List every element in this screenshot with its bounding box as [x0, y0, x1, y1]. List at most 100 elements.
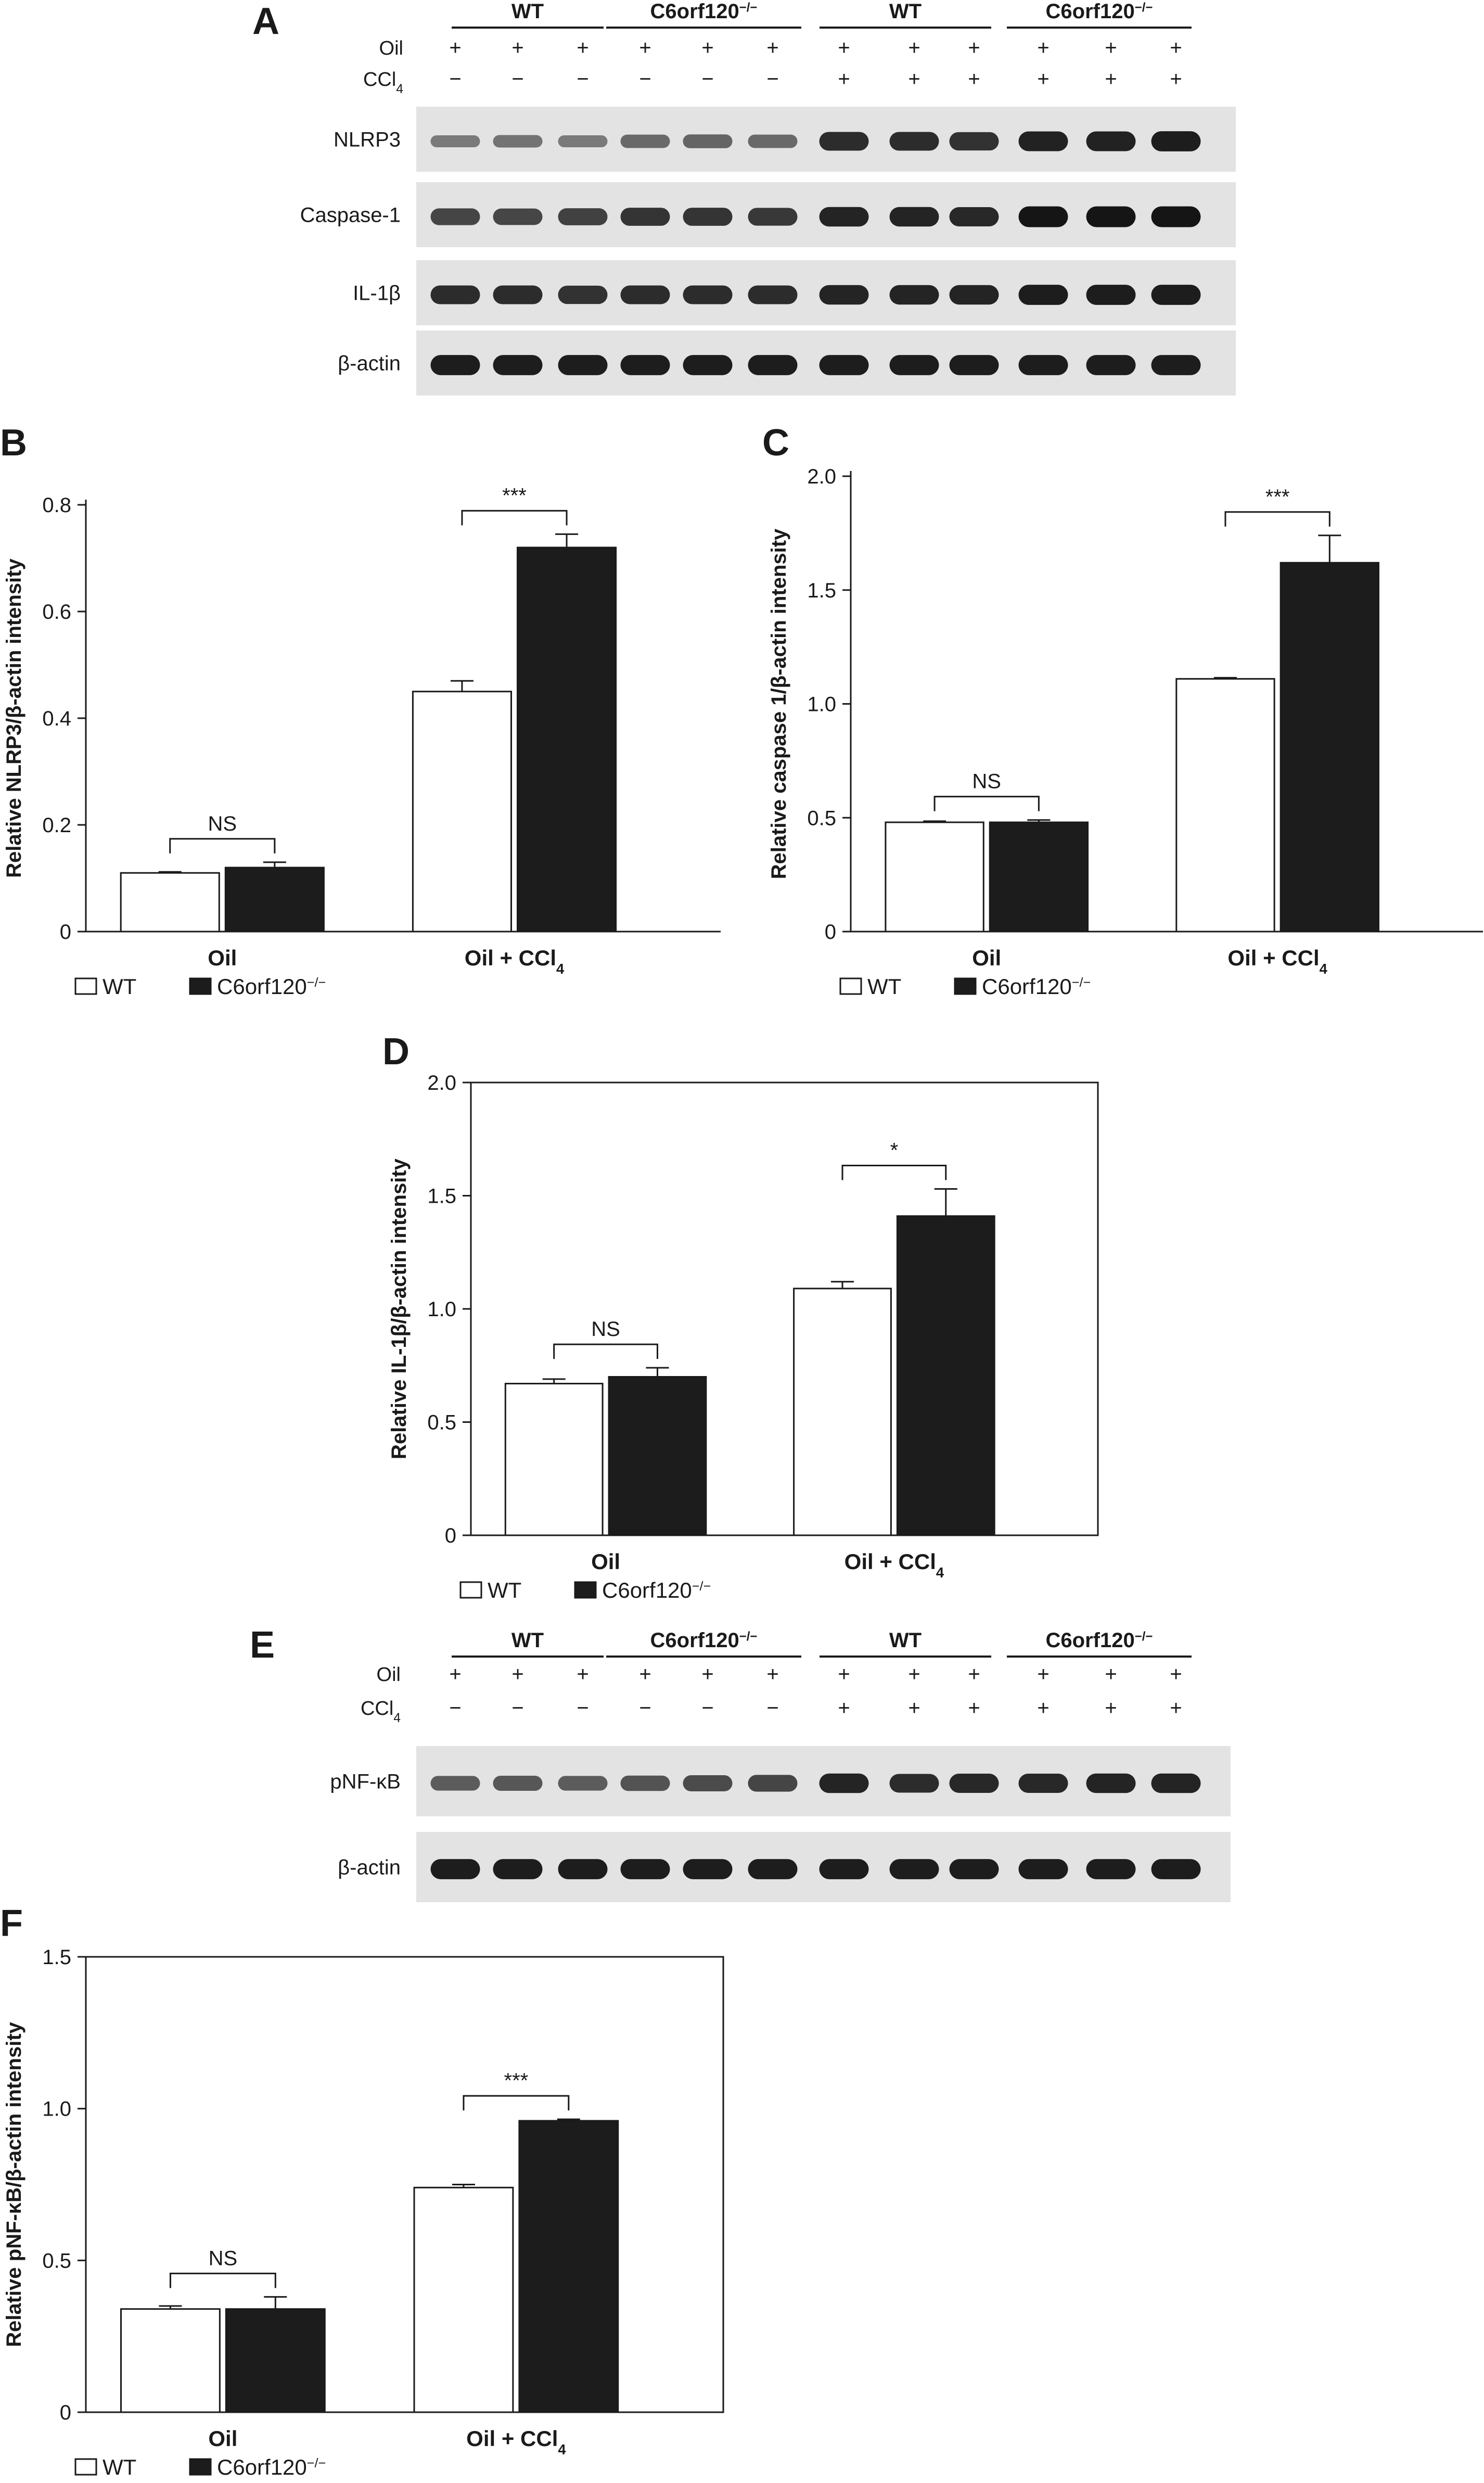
- oil-sign: +: [449, 1663, 461, 1686]
- blot-band: [493, 208, 543, 225]
- group-header: C6orf120−/−: [650, 0, 758, 23]
- blot-band: [1018, 206, 1068, 227]
- blot-label: β-actin: [338, 1856, 401, 1879]
- oil-sign: +: [1170, 1663, 1182, 1686]
- significance-bracket: [169, 838, 276, 854]
- legend-label-wt: WT: [867, 974, 901, 999]
- bar: [225, 2308, 326, 2413]
- blot-band: [748, 355, 798, 375]
- bar: [896, 1215, 995, 1536]
- y-tick-label: 0.4: [42, 707, 71, 730]
- ccl4-sign: −: [511, 1697, 523, 1720]
- bar: [608, 1376, 707, 1536]
- blot-band: [1151, 1773, 1201, 1793]
- y-tick-label: 1.5: [807, 579, 836, 602]
- blot-band: [1086, 285, 1136, 305]
- panel-letter: C: [762, 422, 789, 464]
- y-tick-label: 1.5: [42, 1946, 71, 1969]
- significance-bracket: [841, 1164, 947, 1180]
- blot-band: [493, 355, 543, 375]
- y-tick-label: 0: [445, 1524, 456, 1547]
- y-axis-label: Relative IL-1β/β-actin intensity: [388, 1158, 411, 1459]
- significance-label: NS: [591, 1318, 620, 1341]
- ccl4-sign: +: [838, 68, 850, 91]
- x-category-label: Oil: [972, 946, 1001, 970]
- significance-label: NS: [972, 770, 1001, 793]
- row-label-oil: Oil: [377, 1664, 401, 1686]
- blot-band: [1086, 206, 1136, 227]
- oil-sign: +: [1170, 36, 1182, 59]
- x-category-label: Oil: [591, 1549, 620, 1574]
- blot-band: [1086, 355, 1136, 375]
- panel-letter: D: [382, 1031, 410, 1073]
- group-header: C6orf120−/−: [650, 1629, 758, 1652]
- blot-band: [558, 355, 608, 375]
- blot-band: [1151, 1859, 1201, 1879]
- blot-band: [889, 207, 939, 227]
- blot-band: [949, 355, 999, 375]
- blot-label: NLRP3: [334, 129, 401, 151]
- oil-sign: +: [701, 36, 713, 59]
- panel-letter: F: [0, 1903, 23, 1944]
- blot-band: [889, 1859, 939, 1879]
- bar: [518, 2120, 619, 2413]
- group-header: WT: [511, 1629, 544, 1652]
- blot-band: [949, 207, 999, 226]
- blot-band: [1018, 285, 1068, 305]
- legend-label-ko: C6orf120−/−: [217, 2455, 326, 2479]
- legend-swatch-ko: [189, 977, 212, 995]
- blot-band: [819, 132, 869, 151]
- ccl4-sign: −: [639, 1697, 651, 1720]
- bar: [885, 821, 984, 933]
- blot-band: [620, 355, 670, 375]
- bar: [1280, 562, 1379, 933]
- ccl4-sign: −: [701, 68, 713, 91]
- x-category-label: Oil + CCl4: [466, 2426, 566, 2457]
- x-category-label: Oil + CCl4: [845, 1549, 944, 1581]
- ccl4-sign: +: [908, 1697, 920, 1720]
- legend-swatch-wt: [74, 2458, 97, 2476]
- blot-band: [1086, 131, 1136, 151]
- blot-band: [748, 1859, 798, 1879]
- row-label-oil: Oil: [379, 37, 403, 59]
- blot-band: [620, 285, 670, 304]
- y-tick-label: 0.5: [807, 807, 836, 830]
- blot-label: IL-1β: [353, 282, 401, 305]
- y-tick-label: 1.0: [427, 1298, 456, 1321]
- y-tick-label: 1.5: [427, 1185, 456, 1208]
- blot-band: [558, 1859, 608, 1879]
- bar: [517, 546, 617, 933]
- blot-band: [748, 1775, 798, 1792]
- y-tick-label: 0.2: [42, 814, 71, 837]
- blot-band: [889, 285, 939, 305]
- blot-band: [819, 207, 869, 227]
- blot-band: [558, 285, 608, 304]
- oil-sign: +: [639, 36, 651, 59]
- significance-bracket: [553, 1343, 658, 1359]
- blot-band: [683, 285, 733, 304]
- blot-band: [683, 1859, 733, 1879]
- x-category-label: Oil + CCl4: [1227, 946, 1327, 977]
- x-category-label: Oil: [208, 2426, 237, 2451]
- blot-band: [949, 285, 999, 305]
- oil-sign: +: [838, 36, 850, 59]
- significance-bracket: [1224, 511, 1331, 527]
- blot-label: pNF-κB: [330, 1771, 401, 1793]
- y-tick-label: 2.0: [807, 465, 836, 488]
- bar: [793, 1288, 892, 1536]
- chart-panel-D: D 0 0.5 1.0 1.5 2.0 Relative IL-1β/β-actin int…: [382, 1031, 1099, 1602]
- ccl4-sign: −: [766, 1697, 778, 1720]
- x-category-label: Oil: [208, 946, 237, 970]
- y-axis-label: Relative NLRP3/β-actin intensity: [3, 558, 25, 878]
- blot-band: [620, 134, 670, 148]
- blot-band: [558, 1776, 608, 1791]
- blot-panel-A: A WT C6orf120−/− WT C6orf120−/− Oil CCl4 + + + + + +…: [252, 0, 1236, 396]
- y-tick-label: 0.5: [427, 1411, 456, 1434]
- blot-panel-E: E WT C6orf120−/− WT C6orf120−/− Oil CCl4 + + + + + +…: [250, 1624, 1231, 1902]
- significance-bracket: [463, 2095, 570, 2111]
- bar: [120, 872, 220, 933]
- blot-band: [620, 1859, 670, 1879]
- significance-label: ***: [504, 2069, 529, 2092]
- legend-label-ko: C6orf120−/−: [217, 974, 326, 999]
